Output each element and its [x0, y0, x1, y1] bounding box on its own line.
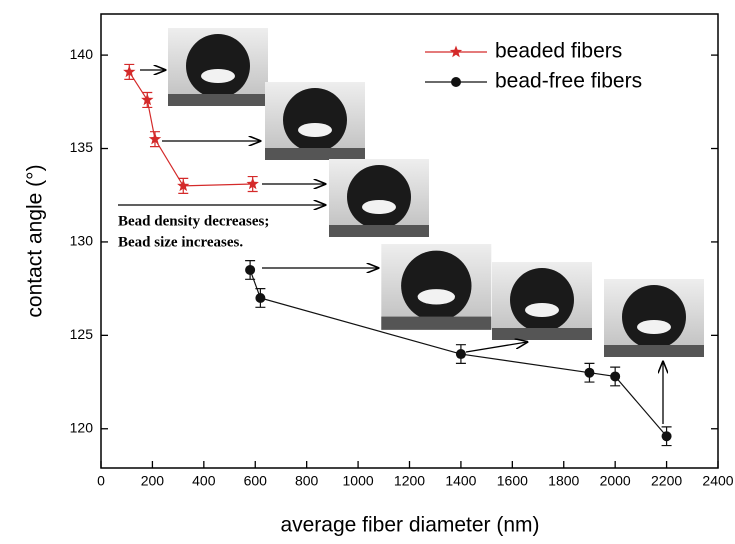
x-tick-label: 2400: [702, 473, 733, 489]
point: [123, 65, 136, 78]
legend-marker: [451, 77, 461, 87]
annotation: Bead density decreases;: [118, 213, 269, 229]
droplet-image: [604, 279, 704, 357]
legend-label: bead-free fibers: [495, 70, 642, 93]
legend-label: beaded fibers: [495, 40, 622, 63]
y-tick-label: 135: [70, 139, 94, 155]
x-tick-label: 1000: [343, 473, 374, 489]
x-tick-label: 0: [97, 473, 105, 489]
point: [148, 132, 162, 145]
point: [610, 371, 621, 382]
droplet-image: [492, 262, 592, 340]
point: [584, 367, 595, 378]
annotation: Bead size increases.: [118, 234, 243, 250]
y-tick-label: 140: [70, 46, 94, 62]
x-tick-label: 1200: [394, 473, 425, 489]
droplet-image: [381, 244, 492, 330]
arrow: [465, 342, 527, 353]
x-tick-label: 400: [192, 473, 216, 489]
x-tick-label: 600: [244, 473, 268, 489]
point: [141, 93, 154, 106]
x-tick-label: 800: [295, 473, 319, 489]
y-tick-label: 125: [70, 326, 94, 342]
x-tick-label: 2200: [651, 473, 682, 489]
y-tick-label: 120: [70, 419, 94, 435]
x-axis-label: average fiber diameter (nm): [280, 514, 539, 537]
x-tick-label: 200: [141, 473, 165, 489]
legend-marker: [449, 45, 463, 58]
droplet-image: [265, 82, 365, 160]
droplet-image: [168, 28, 268, 106]
x-tick-label: 2000: [600, 473, 631, 489]
point: [255, 292, 266, 303]
x-tick-label: 1800: [548, 473, 579, 489]
point: [661, 431, 672, 442]
point: [177, 179, 190, 192]
droplet-image: [329, 159, 429, 237]
arrows: [118, 70, 663, 424]
point: [455, 349, 466, 360]
y-axis-label: contact angle (°): [24, 164, 47, 317]
y-tick-label: 130: [70, 233, 94, 249]
x-tick-label: 1600: [497, 473, 528, 489]
point: [246, 177, 259, 190]
point: [245, 264, 256, 275]
x-tick-label: 1400: [445, 473, 476, 489]
